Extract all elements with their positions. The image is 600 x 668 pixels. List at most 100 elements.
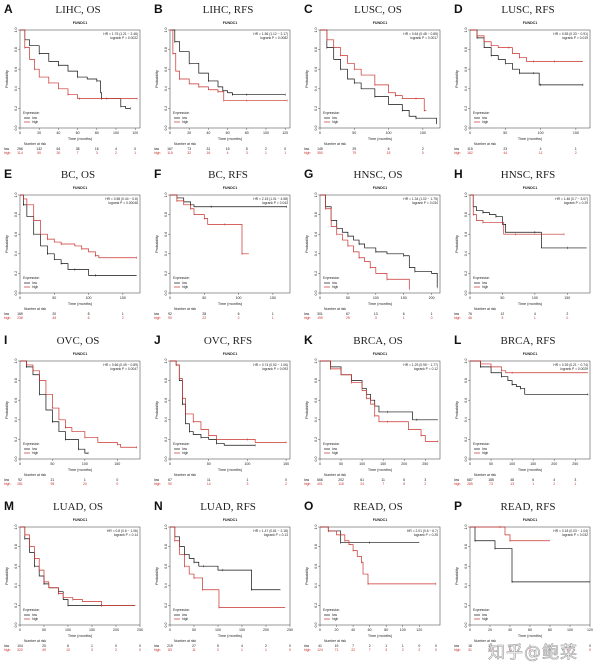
y-axis-label: Probability [305, 401, 309, 419]
risk-table-title: Number at risk [24, 639, 46, 643]
risk-count-high: 115 [338, 482, 344, 486]
risk-count-high: 44 [503, 151, 507, 155]
x-tick-label: 40 [56, 131, 60, 135]
risk-count-low: 4 [241, 644, 243, 648]
x-tick-label: 80 [245, 131, 249, 135]
panel-letter: F [154, 167, 161, 181]
risk-count-low: 3 [574, 478, 576, 482]
km-curve-low [470, 360, 588, 395]
y-axis-label: Probability [455, 401, 459, 419]
y-tick-label: 0.6 [314, 67, 318, 72]
risk-count-low: 115 [467, 147, 473, 151]
y-tick-label: 0.6 [464, 564, 468, 569]
plot-frame [169, 29, 291, 129]
x-tick-label: 250 [572, 462, 578, 466]
risk-row-label-high: high [154, 316, 161, 320]
y-tick-label: 0.0 [164, 623, 168, 628]
risk-count-low: 0 [115, 644, 117, 648]
risk-row-label-high: high [304, 648, 311, 652]
legend-title: Expression [473, 608, 489, 612]
risk-count-high: 1 [272, 316, 274, 320]
x-axis-label: Time (months) [218, 468, 243, 472]
legend-label-low: low [32, 281, 38, 285]
risk-count-high: 7 [77, 151, 79, 155]
y-tick-label: 0.6 [314, 232, 318, 237]
hazard-ratio: HR = 1.47 (0.81 − 2.18) [253, 529, 288, 533]
risk-count-high: 0 [549, 648, 551, 652]
x-tick-label: 150 [120, 296, 126, 300]
logrank-p: logrank P = 0.0022 [110, 36, 138, 40]
plot-frame [319, 29, 441, 129]
y-tick-label: 0.0 [164, 457, 168, 462]
risk-count-low: 73 [187, 147, 191, 151]
risk-count-low: 0 [285, 478, 287, 482]
x-tick-label: 250 [422, 462, 428, 466]
gene-label: FUNDC1 [73, 186, 88, 190]
x-tick-label: 20 [187, 131, 191, 135]
risk-count-high: 79 [352, 151, 356, 155]
risk-count-low: 3 [509, 644, 511, 648]
risk-count-low: 0 [116, 478, 118, 482]
legend-label-high: high [182, 120, 188, 124]
legend-label-low: low [32, 613, 38, 617]
risk-count-low: 1 [549, 644, 551, 648]
risk-count-low: 18 [468, 644, 472, 648]
y-tick-label: 0.8 [164, 47, 168, 52]
risk-count-low: 2 [566, 312, 568, 316]
x-axis-label: Time (months) [518, 468, 543, 472]
x-tick-label: 100 [65, 628, 71, 632]
risk-count-high: 0 [116, 482, 118, 486]
legend-label-high: high [482, 120, 488, 124]
panel-title: LUSC, RFS [501, 4, 554, 16]
y-tick-label: 0.6 [14, 398, 18, 403]
panel-title: HNSC, OS [354, 169, 403, 181]
logrank-p: logrank P = 0.043 [262, 201, 288, 205]
risk-count-low: 1 [122, 312, 124, 316]
y-tick-label: 0.2 [314, 271, 318, 276]
panel-letter: G [304, 167, 313, 181]
x-axis-label: Time (months) [368, 302, 393, 306]
y-tick-label: 1.0 [314, 525, 318, 530]
legend-label-low: low [332, 116, 338, 120]
risk-count-low: 6 [532, 478, 534, 482]
x-tick-label: 100 [215, 628, 221, 632]
risk-row-label-high: high [154, 482, 161, 486]
logrank-p: logrank P = 0.0047 [110, 367, 138, 371]
risk-count-high: 3 [91, 648, 93, 652]
logrank-p: logrank P = 0.034 [412, 201, 438, 205]
risk-count-high: 0 [435, 648, 437, 652]
y-tick-label: 0.0 [464, 457, 468, 462]
y-tick-label: 0.8 [314, 544, 318, 549]
y-tick-label: 0.4 [164, 417, 168, 422]
x-tick-label: 20 [335, 628, 339, 632]
risk-count-high: 3 [385, 648, 387, 652]
risk-count-high: 2 [424, 482, 426, 486]
y-tick-label: 0.6 [314, 564, 318, 569]
risk-count-low: 5 [217, 644, 219, 648]
x-tick-label: 0 [319, 628, 321, 632]
risk-count-high: 32 [187, 151, 191, 155]
km-plot: E BC, OS FUNDC1 HR = 0.58 (0.44 − 0.8)logra… [4, 167, 141, 320]
risk-row-label-high: high [454, 648, 461, 652]
km-plot: M LUAD, OS FUNDC1 HR = 0.8 (0.6 − 1.06)logr… [4, 499, 143, 652]
legend-title: Expression [473, 276, 489, 280]
risk-count-high: 11 [192, 648, 196, 652]
legend-label-high: high [332, 120, 338, 124]
risk-row-label-low: low [154, 312, 160, 316]
x-tick-label: 100 [244, 462, 250, 466]
gene-label: FUNDC1 [373, 518, 388, 522]
legend-label-high: high [32, 617, 38, 621]
risk-table-title: Number at risk [174, 142, 196, 146]
risk-count-high: 0 [566, 316, 568, 320]
km-curve-high [20, 194, 137, 259]
y-tick-label: 0.8 [314, 212, 318, 217]
y-tick-label: 0.2 [464, 603, 468, 608]
y-tick-label: 1.0 [14, 359, 18, 364]
plot-frame [19, 194, 141, 294]
gene-label: FUNDC1 [523, 352, 538, 356]
risk-row-label-high: high [4, 648, 11, 652]
risk-count-low: 38 [76, 147, 80, 151]
y-tick-label: 1.0 [314, 359, 318, 364]
